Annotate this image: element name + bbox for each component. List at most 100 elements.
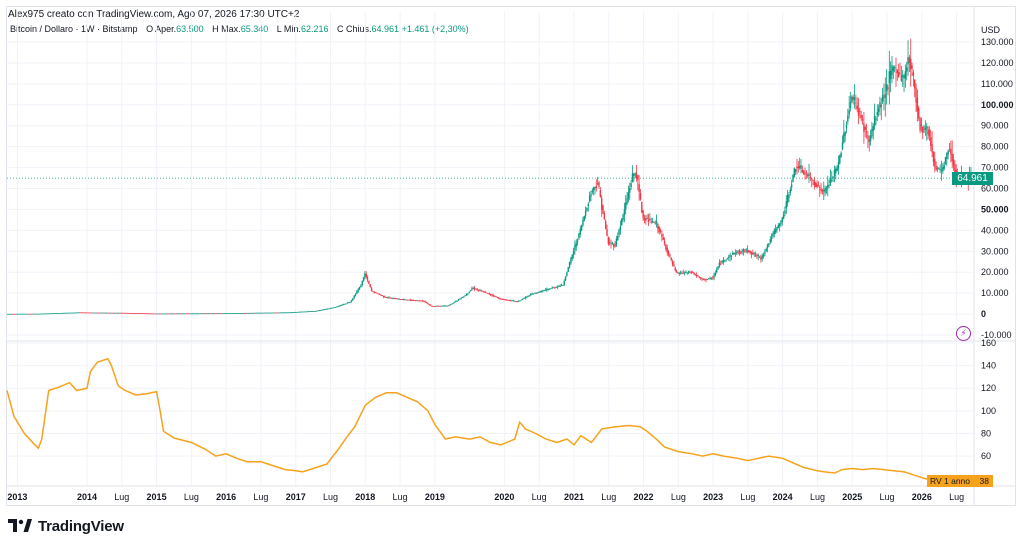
high-prefix: Max. — [221, 24, 241, 34]
candle-body — [310, 311, 313, 313]
candle-body — [784, 210, 786, 214]
candle-body — [554, 287, 556, 289]
candle-body — [734, 253, 737, 255]
candle-body — [336, 306, 338, 308]
candle-body — [665, 244, 667, 250]
candle-body — [96, 312, 99, 314]
rv-line — [6, 357, 971, 482]
candle-body — [140, 313, 143, 315]
candle-body — [143, 313, 145, 315]
candle-body — [764, 251, 766, 254]
candle-body — [865, 131, 868, 133]
candle-body — [282, 312, 284, 314]
price-axis-tick: 0 — [981, 309, 986, 319]
candle-body — [93, 312, 96, 314]
candle-body — [301, 311, 303, 313]
candle-body — [615, 238, 618, 246]
candle-body — [134, 313, 136, 314]
symbol-title[interactable]: Bitcoin / Dollaro · 1W · Bitstamp — [10, 24, 138, 34]
candle-body — [901, 75, 904, 77]
candle-body — [582, 220, 584, 226]
price-axis-tick: 120.000 — [981, 58, 1014, 68]
tradingview-logo[interactable]: TradingView — [8, 514, 124, 538]
candle-body — [647, 219, 650, 223]
candle-body — [576, 240, 579, 243]
candle-body — [683, 272, 686, 274]
indicator-axis-tick: 60 — [981, 451, 991, 461]
candle-body — [881, 94, 884, 102]
candle-body — [908, 57, 911, 63]
candle-body — [366, 277, 369, 280]
candle-body — [37, 313, 40, 315]
candle-body — [824, 188, 826, 193]
candle-body — [951, 153, 953, 162]
candle-body — [261, 312, 263, 314]
candle-body — [344, 303, 346, 305]
candle-body — [586, 207, 588, 212]
candle-body — [931, 144, 933, 153]
candle-body — [221, 313, 223, 315]
candle-body — [627, 192, 630, 199]
candle-body — [348, 302, 350, 304]
candle-body — [23, 313, 25, 315]
candle-body — [9, 313, 12, 315]
candle-body — [19, 313, 21, 315]
candle-body — [32, 313, 34, 315]
candle-body — [275, 312, 278, 314]
candle-body — [852, 96, 854, 100]
candle-body — [68, 312, 70, 314]
price-axis-tick: 10.000 — [981, 288, 1009, 298]
candle-body — [552, 287, 555, 289]
candle-body — [338, 305, 341, 307]
candle-body — [887, 87, 889, 90]
candle-body — [92, 312, 94, 314]
candle-body — [44, 313, 46, 315]
candle-body — [848, 110, 850, 115]
candle-body — [781, 217, 783, 222]
price-axis-tick: 100.000 — [981, 100, 1014, 110]
candle-body — [239, 313, 242, 314]
candle-body — [538, 292, 540, 293]
price-axis-unit: USD — [981, 25, 1001, 35]
candle-body — [139, 313, 141, 314]
candle-body — [566, 272, 568, 277]
candle-body — [889, 70, 892, 80]
candle-body — [257, 312, 259, 314]
candle-body — [670, 257, 672, 260]
candle-body — [346, 302, 349, 304]
candle-body — [936, 168, 939, 170]
low-label: L — [276, 24, 282, 34]
high-value: 65.340 — [240, 24, 269, 34]
candle-body — [265, 312, 267, 314]
candle-body — [789, 189, 792, 193]
candle-body — [51, 313, 53, 315]
candle-body — [79, 312, 81, 314]
time-axis-tick: 2014 — [77, 492, 97, 502]
candle-body — [798, 165, 801, 168]
candle-body — [35, 313, 37, 315]
candle-body — [24, 313, 26, 315]
time-axis-tick: Lug — [393, 492, 408, 502]
candle-body — [657, 223, 659, 229]
candle-body — [277, 312, 279, 314]
candle-body — [633, 173, 635, 176]
candle-body — [405, 299, 408, 301]
candle-body — [320, 310, 322, 311]
candle-body — [222, 313, 224, 315]
candle-body — [352, 298, 354, 301]
candle-body — [702, 278, 705, 280]
candle-body — [512, 300, 515, 302]
candle-body — [695, 274, 698, 277]
candle-body — [440, 305, 442, 307]
lightning-alert-icon[interactable]: ⚡ — [956, 326, 971, 341]
candle-body — [208, 313, 211, 315]
candle-body — [681, 272, 683, 274]
candle-body — [740, 251, 742, 254]
candle-body — [435, 306, 437, 307]
candle-body — [564, 276, 567, 281]
candle-body — [105, 312, 108, 314]
candle-body — [748, 250, 750, 253]
candle-body — [207, 313, 210, 315]
candle-body — [712, 278, 714, 280]
